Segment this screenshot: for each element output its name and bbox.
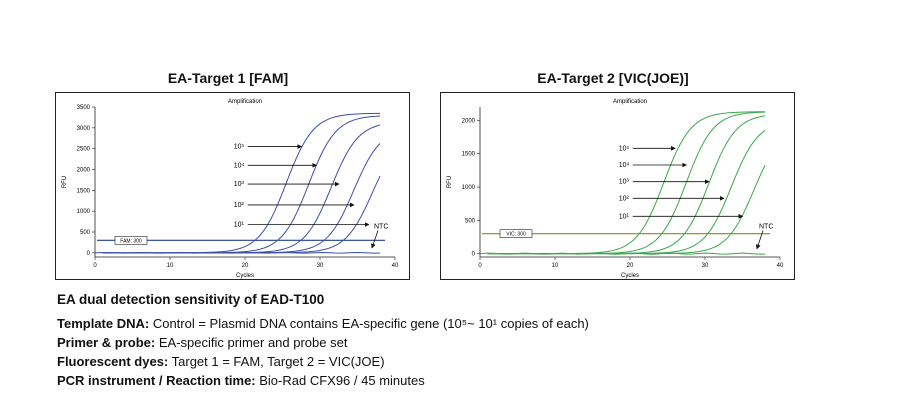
amplification-chart-vic: Amplification Cycles RFU 0 500 1000 1500 2000 0 1… — [440, 92, 795, 280]
caption-text: Control = Plasmid DNA contains EA-specif… — [149, 316, 589, 331]
y-axis-label: RFU — [62, 176, 68, 188]
y-tick-label: 1500 — [77, 188, 91, 194]
chart-subtitle: Amplification — [613, 99, 647, 105]
x-tick-label: 40 — [392, 263, 399, 269]
x-axis-label: Cycles — [621, 273, 639, 279]
caption-label: Template DNA: — [57, 316, 150, 331]
y-tick-label: 500 — [80, 230, 91, 236]
ntc-arrow — [755, 230, 764, 250]
x-tick-label: 30 — [317, 263, 324, 269]
caption-label: Fluorescent dyes: — [57, 354, 169, 369]
x-tick-label: 40 — [777, 263, 784, 269]
caption-line-dyes: Fluorescent dyes: Target 1 = FAM, Target… — [57, 353, 385, 371]
caption-label: PCR instrument / Reaction time: — [57, 373, 256, 388]
y-tick-label: 1000 — [462, 185, 476, 191]
x-tick-label: 0 — [93, 263, 97, 269]
x-tick-label: 10 — [552, 263, 559, 269]
series-label: 10² — [619, 195, 630, 202]
y-tick-label: 2000 — [462, 118, 476, 124]
x-tick-label: 20 — [242, 263, 249, 269]
y-tick-label: 0 — [472, 252, 476, 258]
caption-label: Primer & probe: — [57, 335, 156, 350]
x-tick-label: 0 — [478, 263, 482, 269]
series-label: 10⁴ — [619, 162, 630, 169]
y-tick-label: 2500 — [77, 147, 91, 153]
y-tick-label: 2000 — [77, 168, 91, 174]
y-tick-label: 3000 — [77, 126, 91, 132]
threshold-label: FAM: 300 — [120, 238, 142, 244]
x-tick-label: 10 — [167, 263, 174, 269]
ntc-label: NTC — [374, 224, 388, 231]
chart-title-vic: EA-Target 2 [VIC(JOE)] — [537, 70, 689, 86]
series-label: 10⁵ — [619, 145, 630, 152]
y-tick-label: 0 — [87, 251, 91, 257]
caption-line-template: Template DNA: Control = Plasmid DNA cont… — [57, 315, 589, 333]
threshold-label: VIC: 300 — [506, 232, 526, 238]
series-label: 10¹ — [619, 213, 630, 220]
series-label: 10⁵ — [234, 144, 245, 151]
ntc-arrow — [371, 230, 379, 249]
threshold-label-frame — [114, 236, 148, 245]
series-label: 10³ — [619, 179, 630, 186]
y-tick-label: 3500 — [77, 105, 91, 111]
caption-line-instrument: PCR instrument / Reaction time: Bio-Rad … — [57, 372, 425, 390]
y-axis-label: RFU — [447, 176, 453, 188]
caption-line-primer: Primer & probe: EA-specific primer and p… — [57, 334, 347, 352]
ntc-label: NTC — [759, 224, 773, 231]
chart-subtitle: Amplification — [228, 99, 262, 105]
x-axis-label: Cycles — [236, 273, 254, 279]
amplification-curve — [102, 175, 381, 254]
chart-title-fam: EA-Target 1 [FAM] — [167, 70, 289, 86]
y-tick-label: 1000 — [77, 209, 91, 215]
x-tick-label: 20 — [627, 263, 634, 269]
series-label: 10⁴ — [234, 162, 245, 169]
series-label: 10³ — [234, 181, 245, 188]
amplification-chart-fam: Amplification Cycles RFU 0 500 1000 1500 2000 25… — [55, 92, 410, 280]
caption-heading: EA dual detection sensitivity of EAD-T10… — [57, 292, 325, 307]
caption-text: Target 1 = FAM, Target 2 = VIC(JOE) — [168, 354, 385, 369]
amplification-curve — [487, 165, 766, 255]
caption-text: EA-specific primer and probe set — [155, 335, 348, 350]
series-label: 10¹ — [234, 222, 245, 229]
threshold-label-box: FAM: 300 — [114, 236, 148, 245]
x-tick-label: 30 — [702, 263, 709, 269]
threshold-label-frame — [499, 229, 533, 238]
chart-frame — [55, 92, 410, 280]
y-tick-label: 1500 — [462, 152, 476, 158]
series-label: 10² — [234, 202, 245, 209]
caption-text: Bio-Rad CFX96 / 45 minutes — [255, 373, 425, 388]
chart-frame — [440, 92, 795, 280]
y-tick-label: 500 — [465, 218, 476, 224]
threshold-label-box: VIC: 300 — [499, 229, 533, 238]
